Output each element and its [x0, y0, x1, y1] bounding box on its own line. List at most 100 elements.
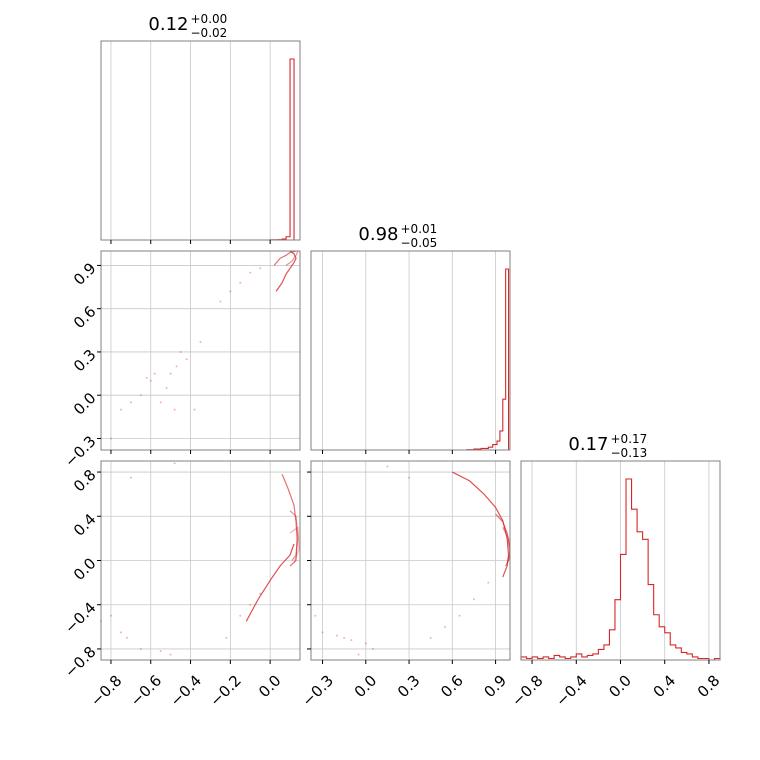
- sample-point: [125, 636, 128, 639]
- panel-1-0: [97, 250, 301, 454]
- panel-frame: [100, 40, 301, 241]
- y-tick-label: −0.4: [61, 599, 99, 637]
- sample-point: [109, 614, 112, 617]
- contour-line: [289, 510, 299, 561]
- sample-point: [372, 647, 375, 650]
- panel-frame: [310, 250, 511, 451]
- x-tick-label: −0.4: [167, 672, 205, 710]
- contour-line: [452, 471, 510, 578]
- x-tick-label: 0.0: [351, 672, 381, 702]
- x-tick-label: −0.3: [299, 672, 337, 710]
- panel-2-2: 0.17 +0.17−0.13: [520, 432, 721, 664]
- contour-line: [502, 527, 511, 563]
- contour-line: [273, 250, 297, 266]
- contour-line: [285, 250, 299, 266]
- sample-point: [119, 631, 122, 634]
- sample-point: [249, 603, 252, 606]
- sample-point: [364, 642, 367, 645]
- panel-title-minus-2: −0.13: [611, 446, 648, 460]
- sample-point: [239, 281, 242, 284]
- sample-point: [169, 372, 172, 375]
- sample-point: [335, 634, 338, 637]
- y-tick-label: 0.4: [70, 510, 100, 540]
- sample-point: [165, 386, 168, 389]
- x-tick-label: 0.0: [605, 672, 635, 702]
- sample-point: [145, 376, 148, 379]
- y-tick-label: 0.8: [70, 466, 100, 496]
- sample-point: [225, 636, 228, 639]
- sample-point: [179, 350, 182, 353]
- y-tick-label: −0.8: [61, 643, 99, 681]
- sample-point: [129, 476, 132, 479]
- y-tick-label: 0.0: [70, 389, 100, 419]
- x-tick-label: 0.8: [694, 672, 724, 702]
- sample-point: [119, 408, 122, 411]
- x-tick-label: −0.4: [552, 672, 590, 710]
- sample-point: [175, 365, 178, 368]
- panel-title-median-1: 0.98: [358, 224, 398, 245]
- panel-title-median-2: 0.17: [568, 434, 608, 455]
- sample-point: [229, 290, 232, 293]
- sample-point: [343, 636, 346, 639]
- sample-point: [487, 581, 490, 584]
- x-tick-label: −0.2: [206, 672, 244, 710]
- x-tick-label: −0.6: [127, 672, 165, 710]
- sample-point: [149, 379, 152, 382]
- panel-1-1: 0.98 +0.01−0.05: [310, 222, 511, 454]
- contour-line: [245, 543, 295, 622]
- sample-point: [458, 614, 461, 617]
- sample-point: [139, 394, 142, 397]
- sample-point: [173, 462, 176, 465]
- x-tick-label: −0.8: [508, 672, 546, 710]
- x-tick-label: −0.8: [87, 672, 125, 710]
- panel-2-0: [97, 460, 301, 664]
- panel-frame: [100, 250, 301, 451]
- y-tick-label: 0.0: [70, 554, 100, 584]
- x-tick-label: 0.9: [480, 672, 510, 702]
- panel-0-0: 0.12 +0.00−0.02: [100, 12, 301, 244]
- sample-point: [429, 636, 432, 639]
- sample-point: [153, 372, 156, 375]
- histogram-2: [520, 478, 721, 661]
- sample-point: [321, 631, 324, 634]
- sample-point: [199, 340, 202, 343]
- panel-title-median-0: 0.12: [148, 14, 188, 35]
- sample-point: [109, 437, 112, 440]
- sample-point: [444, 625, 447, 628]
- sample-point: [259, 267, 262, 270]
- sample-point: [408, 476, 411, 479]
- sample-point: [239, 614, 242, 617]
- y-tick-label: 0.3: [70, 346, 100, 376]
- x-tick-label: 0.0: [255, 672, 285, 702]
- sample-point: [185, 358, 188, 361]
- y-tick-label: 0.9: [70, 259, 100, 289]
- panel-title-minus-0: −0.02: [191, 26, 228, 40]
- contour-line: [289, 526, 300, 563]
- sample-point: [159, 401, 162, 404]
- panel-title-plus-0: +0.00: [191, 12, 228, 26]
- sample-point: [159, 650, 162, 653]
- contour-line: [281, 474, 298, 567]
- sample-point: [193, 408, 196, 411]
- panel-title-plus-1: +0.01: [401, 222, 438, 236]
- panel-title-minus-1: −0.05: [401, 236, 438, 250]
- sample-point: [139, 647, 142, 650]
- x-tick-label: 0.4: [650, 672, 680, 702]
- y-tick-label: 0.6: [70, 302, 100, 332]
- sample-point: [472, 598, 475, 601]
- sample-point: [173, 408, 176, 411]
- y-tick-label: −0.3: [61, 432, 99, 470]
- histogram-1: [311, 268, 510, 451]
- sample-point: [357, 653, 360, 656]
- sample-point: [350, 639, 353, 642]
- contour-line: [275, 250, 297, 292]
- sample-point: [386, 465, 389, 468]
- panel-2-1: [307, 460, 511, 664]
- sample-point: [249, 271, 252, 274]
- sample-point: [129, 401, 132, 404]
- x-tick-label: 0.6: [437, 672, 467, 702]
- sample-point: [219, 300, 222, 303]
- panel-title-plus-2: +0.17: [611, 432, 648, 446]
- sample-point: [314, 614, 317, 617]
